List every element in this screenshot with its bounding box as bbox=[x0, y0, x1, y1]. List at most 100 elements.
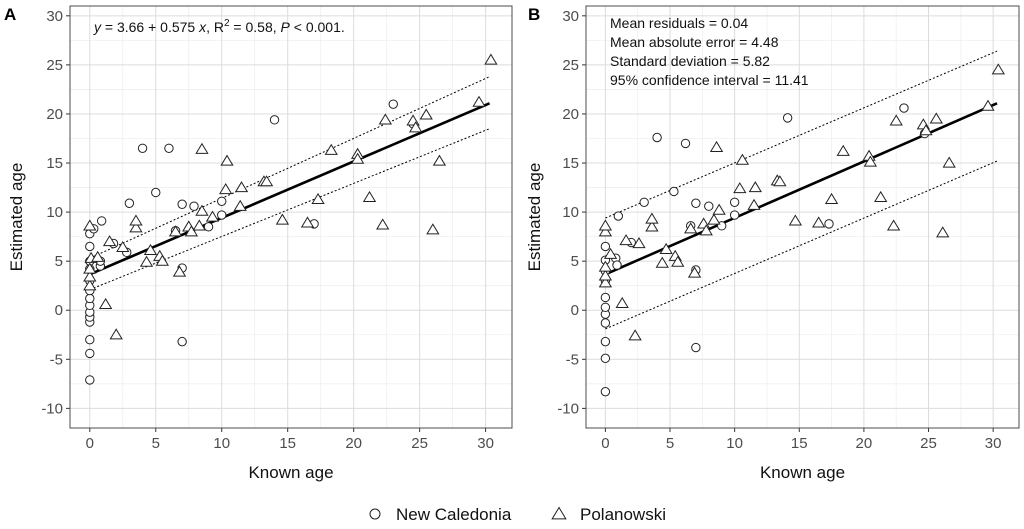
point-triangle bbox=[102, 235, 117, 247]
y-tick-label: 0 bbox=[571, 302, 579, 319]
point-triangle bbox=[598, 269, 613, 281]
point-triangle bbox=[598, 260, 613, 272]
point-triangle bbox=[83, 279, 97, 291]
point-circle bbox=[217, 210, 227, 220]
equation-r: , R bbox=[206, 19, 224, 35]
legend-marker-circle bbox=[369, 508, 381, 520]
point-circle bbox=[124, 198, 135, 208]
x-tick-label: 25 bbox=[920, 435, 937, 452]
point-triangle bbox=[376, 218, 390, 230]
panel-border bbox=[585, 5, 1020, 429]
point-circle bbox=[137, 143, 148, 154]
point-circle bbox=[691, 342, 701, 353]
point-circle bbox=[600, 386, 611, 397]
point-triangle bbox=[83, 262, 97, 274]
point-circle bbox=[729, 197, 740, 207]
point-circle bbox=[680, 138, 691, 149]
stats-annotation-line: Mean absolute error = 4.48 bbox=[610, 34, 779, 50]
point-triangle bbox=[362, 190, 377, 202]
point-triangle bbox=[419, 108, 433, 120]
legend-label: Polanowski bbox=[580, 505, 666, 524]
point-circle bbox=[600, 241, 611, 252]
point-triangle bbox=[598, 219, 613, 231]
point-circle bbox=[704, 201, 714, 211]
series-polanowski bbox=[598, 63, 1005, 341]
point-circle bbox=[612, 260, 622, 270]
x-tick-label: 30 bbox=[985, 435, 1002, 452]
point-triangle bbox=[426, 223, 440, 235]
point-triangle bbox=[324, 143, 338, 155]
y-tick-label: -10 bbox=[557, 400, 579, 417]
y-tick-label: 20 bbox=[46, 106, 63, 123]
y-tick-label: 30 bbox=[46, 8, 63, 25]
point-triangle bbox=[936, 226, 950, 238]
y-axis-title: Estimated age bbox=[525, 163, 544, 272]
point-triangle bbox=[712, 203, 726, 215]
point-triangle bbox=[655, 256, 669, 268]
equation-rest: = 0.58, bbox=[230, 19, 281, 35]
point-circle bbox=[652, 132, 662, 143]
point-circle bbox=[164, 143, 174, 154]
y-tick-label: 10 bbox=[562, 204, 579, 221]
panel-A: 0 5 10 15 20 25 30 -10 -5 0 5 10 15 20 25 30 Known age Es… bbox=[4, 5, 513, 482]
point-circle bbox=[177, 199, 187, 209]
point-triangle bbox=[129, 214, 143, 226]
point-triangle bbox=[836, 144, 850, 156]
point-triangle bbox=[172, 265, 187, 277]
legend-label: New Caledonia bbox=[396, 505, 512, 524]
point-triangle bbox=[195, 142, 209, 154]
x-tick-label: 0 bbox=[86, 435, 94, 452]
point-triangle bbox=[184, 225, 199, 237]
point-triangle bbox=[603, 247, 618, 259]
point-triangle bbox=[929, 112, 943, 124]
point-triangle bbox=[116, 240, 130, 253]
point-triangle bbox=[632, 237, 646, 249]
point-triangle bbox=[598, 225, 613, 237]
regression-line bbox=[604, 102, 998, 276]
equation-p: P bbox=[281, 19, 291, 35]
point-triangle bbox=[259, 175, 274, 187]
point-triangle bbox=[275, 213, 290, 225]
point-triangle bbox=[919, 124, 933, 136]
equation-end: < 0.001. bbox=[290, 19, 345, 35]
point-triangle bbox=[788, 214, 803, 226]
point-circle bbox=[691, 198, 701, 208]
point-triangle bbox=[863, 155, 878, 167]
point-triangle bbox=[981, 99, 995, 111]
equation-annotation: y = 3.66 + 0.575 x, R2 = 0.58, P < 0.001… bbox=[93, 18, 345, 35]
point-triangle bbox=[699, 224, 713, 236]
series-polanowski bbox=[83, 53, 498, 340]
point-triangle bbox=[472, 95, 486, 107]
point-triangle bbox=[709, 140, 724, 152]
point-triangle bbox=[300, 216, 315, 228]
stats-annotation-line: Mean residuals = 0.04 bbox=[610, 15, 748, 31]
point-circle bbox=[600, 302, 611, 312]
point-circle bbox=[85, 293, 95, 304]
point-circle bbox=[177, 336, 187, 347]
equation-mid: = 3.66 + 0.575 bbox=[101, 19, 199, 35]
point-triangle bbox=[83, 270, 97, 282]
point-circle bbox=[217, 196, 227, 206]
point-triangle bbox=[233, 199, 247, 211]
point-circle bbox=[729, 210, 740, 220]
point-triangle bbox=[874, 190, 888, 202]
point-circle bbox=[189, 201, 199, 211]
point-triangle bbox=[378, 113, 392, 125]
y-tick-label: 5 bbox=[55, 253, 63, 270]
x-tick-label: 20 bbox=[856, 435, 873, 452]
x-tick-label: 5 bbox=[666, 435, 674, 452]
plot-panel bbox=[69, 5, 513, 429]
equation-sup: 2 bbox=[224, 18, 230, 29]
point-triangle bbox=[684, 222, 698, 234]
stats-annotation-line: Standard deviation = 5.82 bbox=[610, 53, 770, 69]
legend-marker-triangle bbox=[551, 506, 567, 520]
point-circle bbox=[600, 336, 611, 347]
point-triangle bbox=[735, 153, 750, 165]
point-circle bbox=[388, 99, 398, 109]
y-tick-label: 25 bbox=[562, 57, 579, 74]
point-triangle bbox=[889, 114, 903, 126]
point-triangle bbox=[991, 63, 1005, 75]
point-triangle bbox=[83, 219, 97, 231]
point-triangle bbox=[98, 297, 113, 309]
